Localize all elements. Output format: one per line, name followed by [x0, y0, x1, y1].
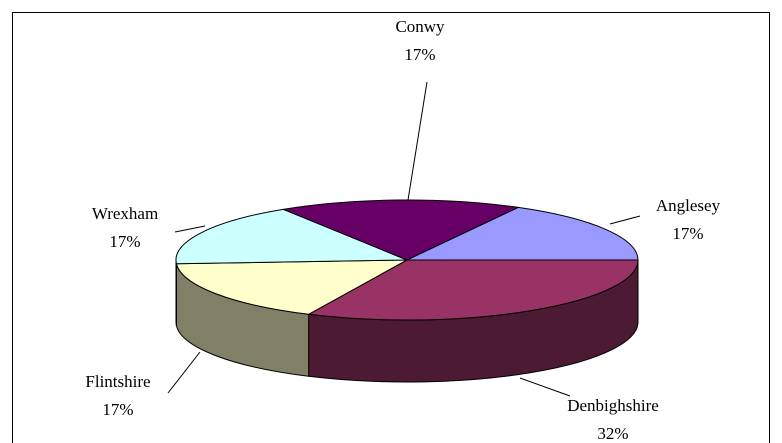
leader-line — [519, 377, 571, 397]
slice-value-label: 17% — [672, 224, 703, 243]
leader-line — [167, 351, 201, 394]
leader-line — [609, 215, 641, 225]
slice-label: Conwy — [395, 17, 445, 36]
pie-slice — [175, 259, 408, 315]
slice-label: Flintshire — [85, 372, 150, 391]
leader-line — [407, 81, 428, 201]
pie-slice — [307, 259, 639, 321]
pie-slice — [175, 208, 408, 265]
leader-line — [174, 225, 206, 233]
slice-label: Denbighshire — [567, 396, 659, 415]
slice-label: Anglesey — [656, 196, 721, 215]
slice-value-label: 32% — [597, 424, 628, 443]
slice-value-label: 17% — [404, 45, 435, 64]
pie-slice — [281, 199, 521, 261]
slice-value-label: 17% — [102, 400, 133, 419]
slice-label: Wrexham — [92, 204, 158, 223]
pie-slice — [406, 206, 639, 261]
slice-value-label: 17% — [109, 232, 140, 251]
